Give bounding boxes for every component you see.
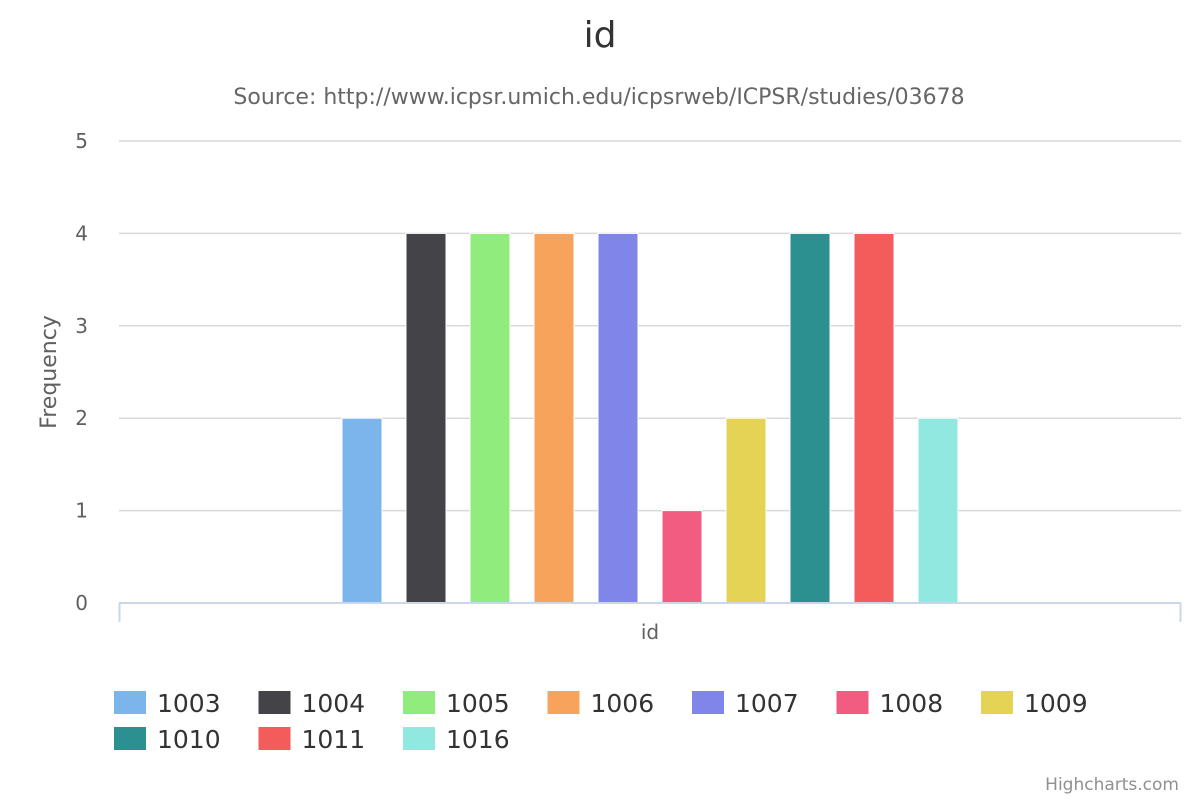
y-tick-label: 2 [75, 406, 88, 430]
bar-1009[interactable] [725, 417, 767, 604]
legend-label: 1008 [880, 689, 944, 718]
bar-1016[interactable] [917, 417, 959, 604]
bars [341, 232, 959, 604]
legend-item-1010[interactable]: 1010 [114, 725, 221, 754]
legend-label: 1003 [157, 689, 221, 718]
grid-lines [119, 140, 1181, 512]
legend-item-1009[interactable]: 1009 [981, 689, 1088, 718]
bar-1007[interactable] [597, 232, 639, 604]
bar-1011[interactable] [853, 232, 895, 604]
x-tick-label: id [641, 620, 659, 644]
legend-label: 1011 [302, 725, 366, 754]
legend-swatch [403, 691, 435, 714]
legend-swatch [692, 691, 724, 714]
legend-item-1004[interactable]: 1004 [258, 689, 366, 718]
y-tick-label: 0 [75, 591, 88, 615]
y-axis-ticks: 0 1 2 3 4 5 [75, 129, 88, 615]
legend-label: 1009 [1024, 689, 1088, 718]
legend-swatch [258, 691, 291, 714]
legend-item-1016[interactable]: 1016 [403, 725, 510, 754]
legend-swatch [403, 727, 435, 750]
bar-1006[interactable] [533, 232, 575, 604]
legend-swatch [547, 691, 580, 714]
legend: 1003 1004 1005 1006 1007 1008 1009 1010 1011 1016 [114, 689, 1088, 754]
legend-item-1007[interactable]: 1007 [692, 689, 799, 718]
chart-title: id [584, 15, 617, 56]
y-tick-label: 1 [75, 499, 88, 523]
legend-swatch [114, 691, 146, 714]
legend-item-1003[interactable]: 1003 [114, 689, 221, 718]
y-tick-label: 5 [75, 129, 88, 153]
legend-swatch [836, 691, 869, 714]
bar-1003[interactable] [341, 417, 383, 604]
legend-item-1005[interactable]: 1005 [403, 689, 510, 718]
bar-1004[interactable] [405, 232, 447, 604]
legend-swatch [258, 727, 291, 750]
legend-label: 1016 [446, 725, 510, 754]
legend-label: 1010 [157, 725, 221, 754]
credits-link[interactable]: Highcharts.com [1045, 775, 1179, 795]
y-tick-label: 3 [75, 314, 88, 338]
chart-subtitle: Source: http://www.icpsr.umich.edu/icpsr… [233, 85, 964, 110]
legend-label: 1006 [591, 689, 655, 718]
legend-label: 1004 [302, 689, 366, 718]
bar-1005[interactable] [469, 232, 511, 604]
legend-item-1008[interactable]: 1008 [836, 689, 944, 718]
legend-swatch [114, 727, 146, 750]
legend-swatch [981, 691, 1013, 714]
legend-label: 1007 [735, 689, 799, 718]
bar-1008[interactable] [661, 510, 703, 604]
legend-item-1006[interactable]: 1006 [547, 689, 655, 718]
y-tick-label: 4 [75, 221, 88, 245]
y-axis-title: Frequency [37, 315, 62, 429]
legend-label: 1005 [446, 689, 510, 718]
legend-item-1011[interactable]: 1011 [258, 725, 366, 754]
bar-1010[interactable] [789, 232, 831, 604]
